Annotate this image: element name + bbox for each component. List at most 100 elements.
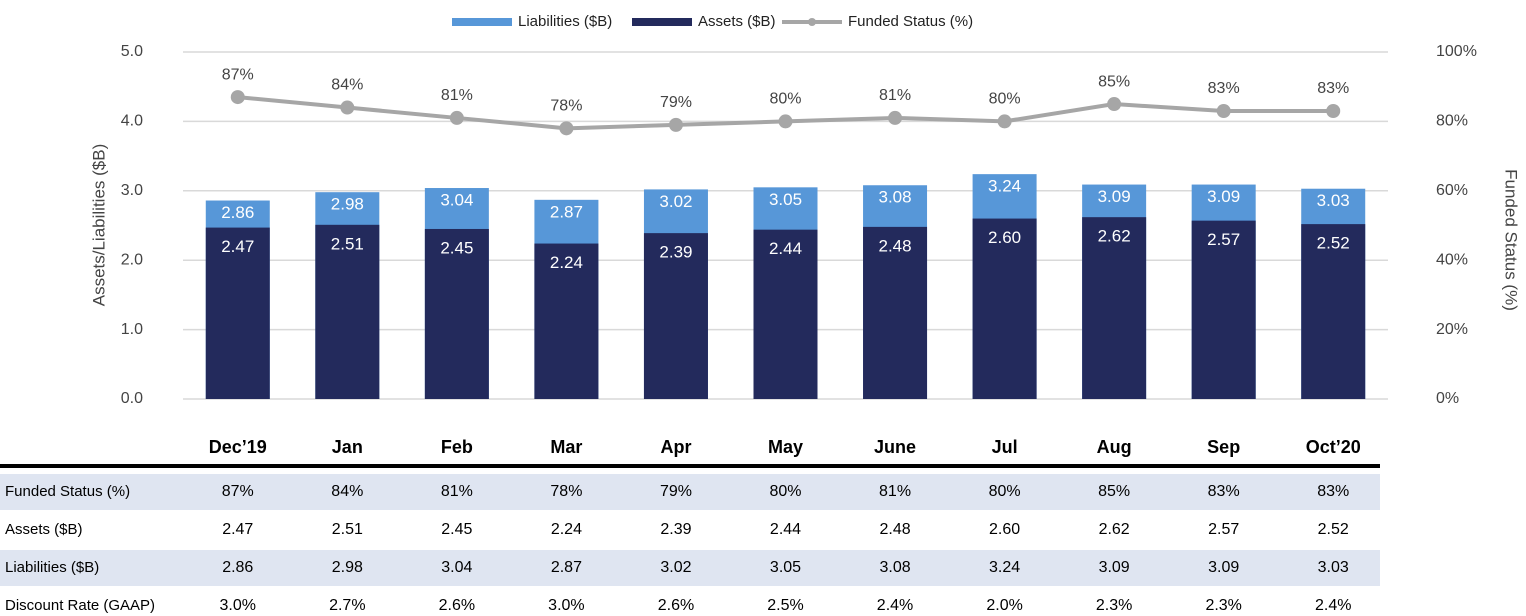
bar-value-label: 2.52 bbox=[1317, 234, 1350, 253]
y2-tick-label: 100% bbox=[1436, 43, 1477, 60]
bar-value-label: 2.44 bbox=[769, 239, 802, 258]
bar-value-label: 3.04 bbox=[440, 191, 473, 210]
table-cell: 78% bbox=[550, 483, 582, 500]
bar-value-label: 3.09 bbox=[1207, 187, 1240, 206]
table-cell: 2.39 bbox=[660, 521, 691, 538]
line-value-label: 80% bbox=[769, 91, 801, 108]
table-cell: 3.08 bbox=[879, 559, 910, 576]
table-cell: 2.3% bbox=[1205, 597, 1241, 614]
x-tick-label: Jan bbox=[332, 437, 363, 457]
line-value-label: 85% bbox=[1098, 73, 1130, 90]
x-tick-label: June bbox=[874, 437, 916, 457]
bar bbox=[205, 227, 270, 399]
table-cell: 2.47 bbox=[222, 521, 253, 538]
legend-swatch bbox=[808, 18, 816, 26]
x-tick-label: Aug bbox=[1097, 437, 1132, 457]
y-axis-title: Assets/Liabilities ($B) bbox=[89, 144, 108, 307]
bar bbox=[534, 243, 599, 399]
table-cell: 3.0% bbox=[548, 597, 584, 614]
table-cell: 2.48 bbox=[879, 521, 910, 538]
y2-axis-title: Funded Status (%) bbox=[1502, 169, 1521, 311]
legend-label: Liabilities ($B) bbox=[518, 13, 612, 30]
bar bbox=[753, 229, 818, 399]
line-point bbox=[1216, 103, 1231, 118]
bar-value-label: 2.98 bbox=[331, 195, 364, 214]
x-tick-label: Mar bbox=[550, 437, 582, 457]
line-point bbox=[230, 90, 245, 105]
table-cell: 2.87 bbox=[551, 559, 582, 576]
line-point bbox=[997, 114, 1012, 129]
line-value-label: 83% bbox=[1208, 80, 1240, 97]
x-tick-label: Oct’20 bbox=[1306, 437, 1361, 457]
bar-value-label: 2.48 bbox=[878, 236, 911, 255]
table-row-bg bbox=[0, 550, 1380, 586]
line-point bbox=[449, 110, 464, 125]
line-point bbox=[668, 117, 683, 132]
table-cell: 2.51 bbox=[332, 521, 363, 538]
legend-label: Assets ($B) bbox=[698, 13, 776, 30]
x-tick-label: Feb bbox=[441, 437, 473, 457]
bar-value-label: 3.09 bbox=[1098, 187, 1131, 206]
y-tick-label: 4.0 bbox=[121, 113, 143, 130]
bar bbox=[1301, 224, 1366, 399]
table-cell: 2.0% bbox=[986, 597, 1022, 614]
bar-value-label: 2.24 bbox=[550, 253, 583, 272]
y-tick-label: 2.0 bbox=[121, 251, 143, 268]
bar-value-label: 3.02 bbox=[659, 192, 692, 211]
table-row-label: Assets ($B) bbox=[5, 521, 83, 538]
table-cell: 3.24 bbox=[989, 559, 1020, 576]
line-value-label: 79% bbox=[660, 94, 692, 111]
y2-tick-label: 40% bbox=[1436, 251, 1468, 268]
y2-tick-label: 20% bbox=[1436, 321, 1468, 338]
line-point bbox=[559, 121, 574, 136]
table-cell: 87% bbox=[222, 483, 254, 500]
bar-value-label: 2.45 bbox=[440, 238, 473, 257]
table-cell: 2.24 bbox=[551, 521, 582, 538]
table-cell: 2.45 bbox=[441, 521, 472, 538]
y2-tick-label: 0% bbox=[1436, 390, 1459, 407]
table-cell: 81% bbox=[441, 483, 473, 500]
bar-value-label: 2.60 bbox=[988, 228, 1021, 247]
y2-tick-label: 60% bbox=[1436, 182, 1468, 199]
table-cell: 3.05 bbox=[770, 559, 801, 576]
y2-tick-label: 80% bbox=[1436, 113, 1468, 130]
bar-value-label: 2.86 bbox=[221, 203, 254, 222]
table-cell: 2.5% bbox=[767, 597, 803, 614]
table-cell: 2.44 bbox=[770, 521, 801, 538]
table-cell: 84% bbox=[331, 483, 363, 500]
bar-value-label: 3.24 bbox=[988, 177, 1021, 196]
table-cell: 3.04 bbox=[441, 559, 472, 576]
table-cell: 2.52 bbox=[1318, 521, 1349, 538]
bar-value-label: 2.87 bbox=[550, 202, 583, 221]
table-cell: 81% bbox=[879, 483, 911, 500]
line-value-label: 78% bbox=[550, 98, 582, 115]
bar-value-label: 3.03 bbox=[1317, 191, 1350, 210]
bar-value-label: 2.47 bbox=[221, 237, 254, 256]
line-value-label: 81% bbox=[879, 87, 911, 104]
table-cell: 3.0% bbox=[220, 597, 256, 614]
table-cell: 2.6% bbox=[658, 597, 694, 614]
bar-value-label: 3.05 bbox=[769, 190, 802, 209]
line-point bbox=[1107, 97, 1122, 112]
y-tick-label: 0.0 bbox=[121, 390, 143, 407]
bar-value-label: 3.08 bbox=[878, 188, 911, 207]
table-cell: 85% bbox=[1098, 483, 1130, 500]
x-tick-label: Apr bbox=[660, 437, 691, 457]
bar-value-label: 2.39 bbox=[659, 243, 692, 262]
table-cell: 3.09 bbox=[1208, 559, 1239, 576]
table-cell: 2.62 bbox=[1099, 521, 1130, 538]
table-cell: 2.86 bbox=[222, 559, 253, 576]
bar bbox=[1082, 217, 1147, 399]
legend-swatch bbox=[452, 18, 512, 26]
table-cell: 3.03 bbox=[1318, 559, 1349, 576]
bar bbox=[863, 226, 928, 399]
bar-value-label: 2.57 bbox=[1207, 230, 1240, 249]
table-cell: 2.4% bbox=[1315, 597, 1351, 614]
x-tick-label: Dec’19 bbox=[209, 437, 267, 457]
table-cell: 2.7% bbox=[329, 597, 365, 614]
table-row-label: Liabilities ($B) bbox=[5, 559, 99, 576]
line-point bbox=[778, 114, 793, 129]
line-value-label: 81% bbox=[441, 87, 473, 104]
legend-label: Funded Status (%) bbox=[848, 13, 973, 30]
